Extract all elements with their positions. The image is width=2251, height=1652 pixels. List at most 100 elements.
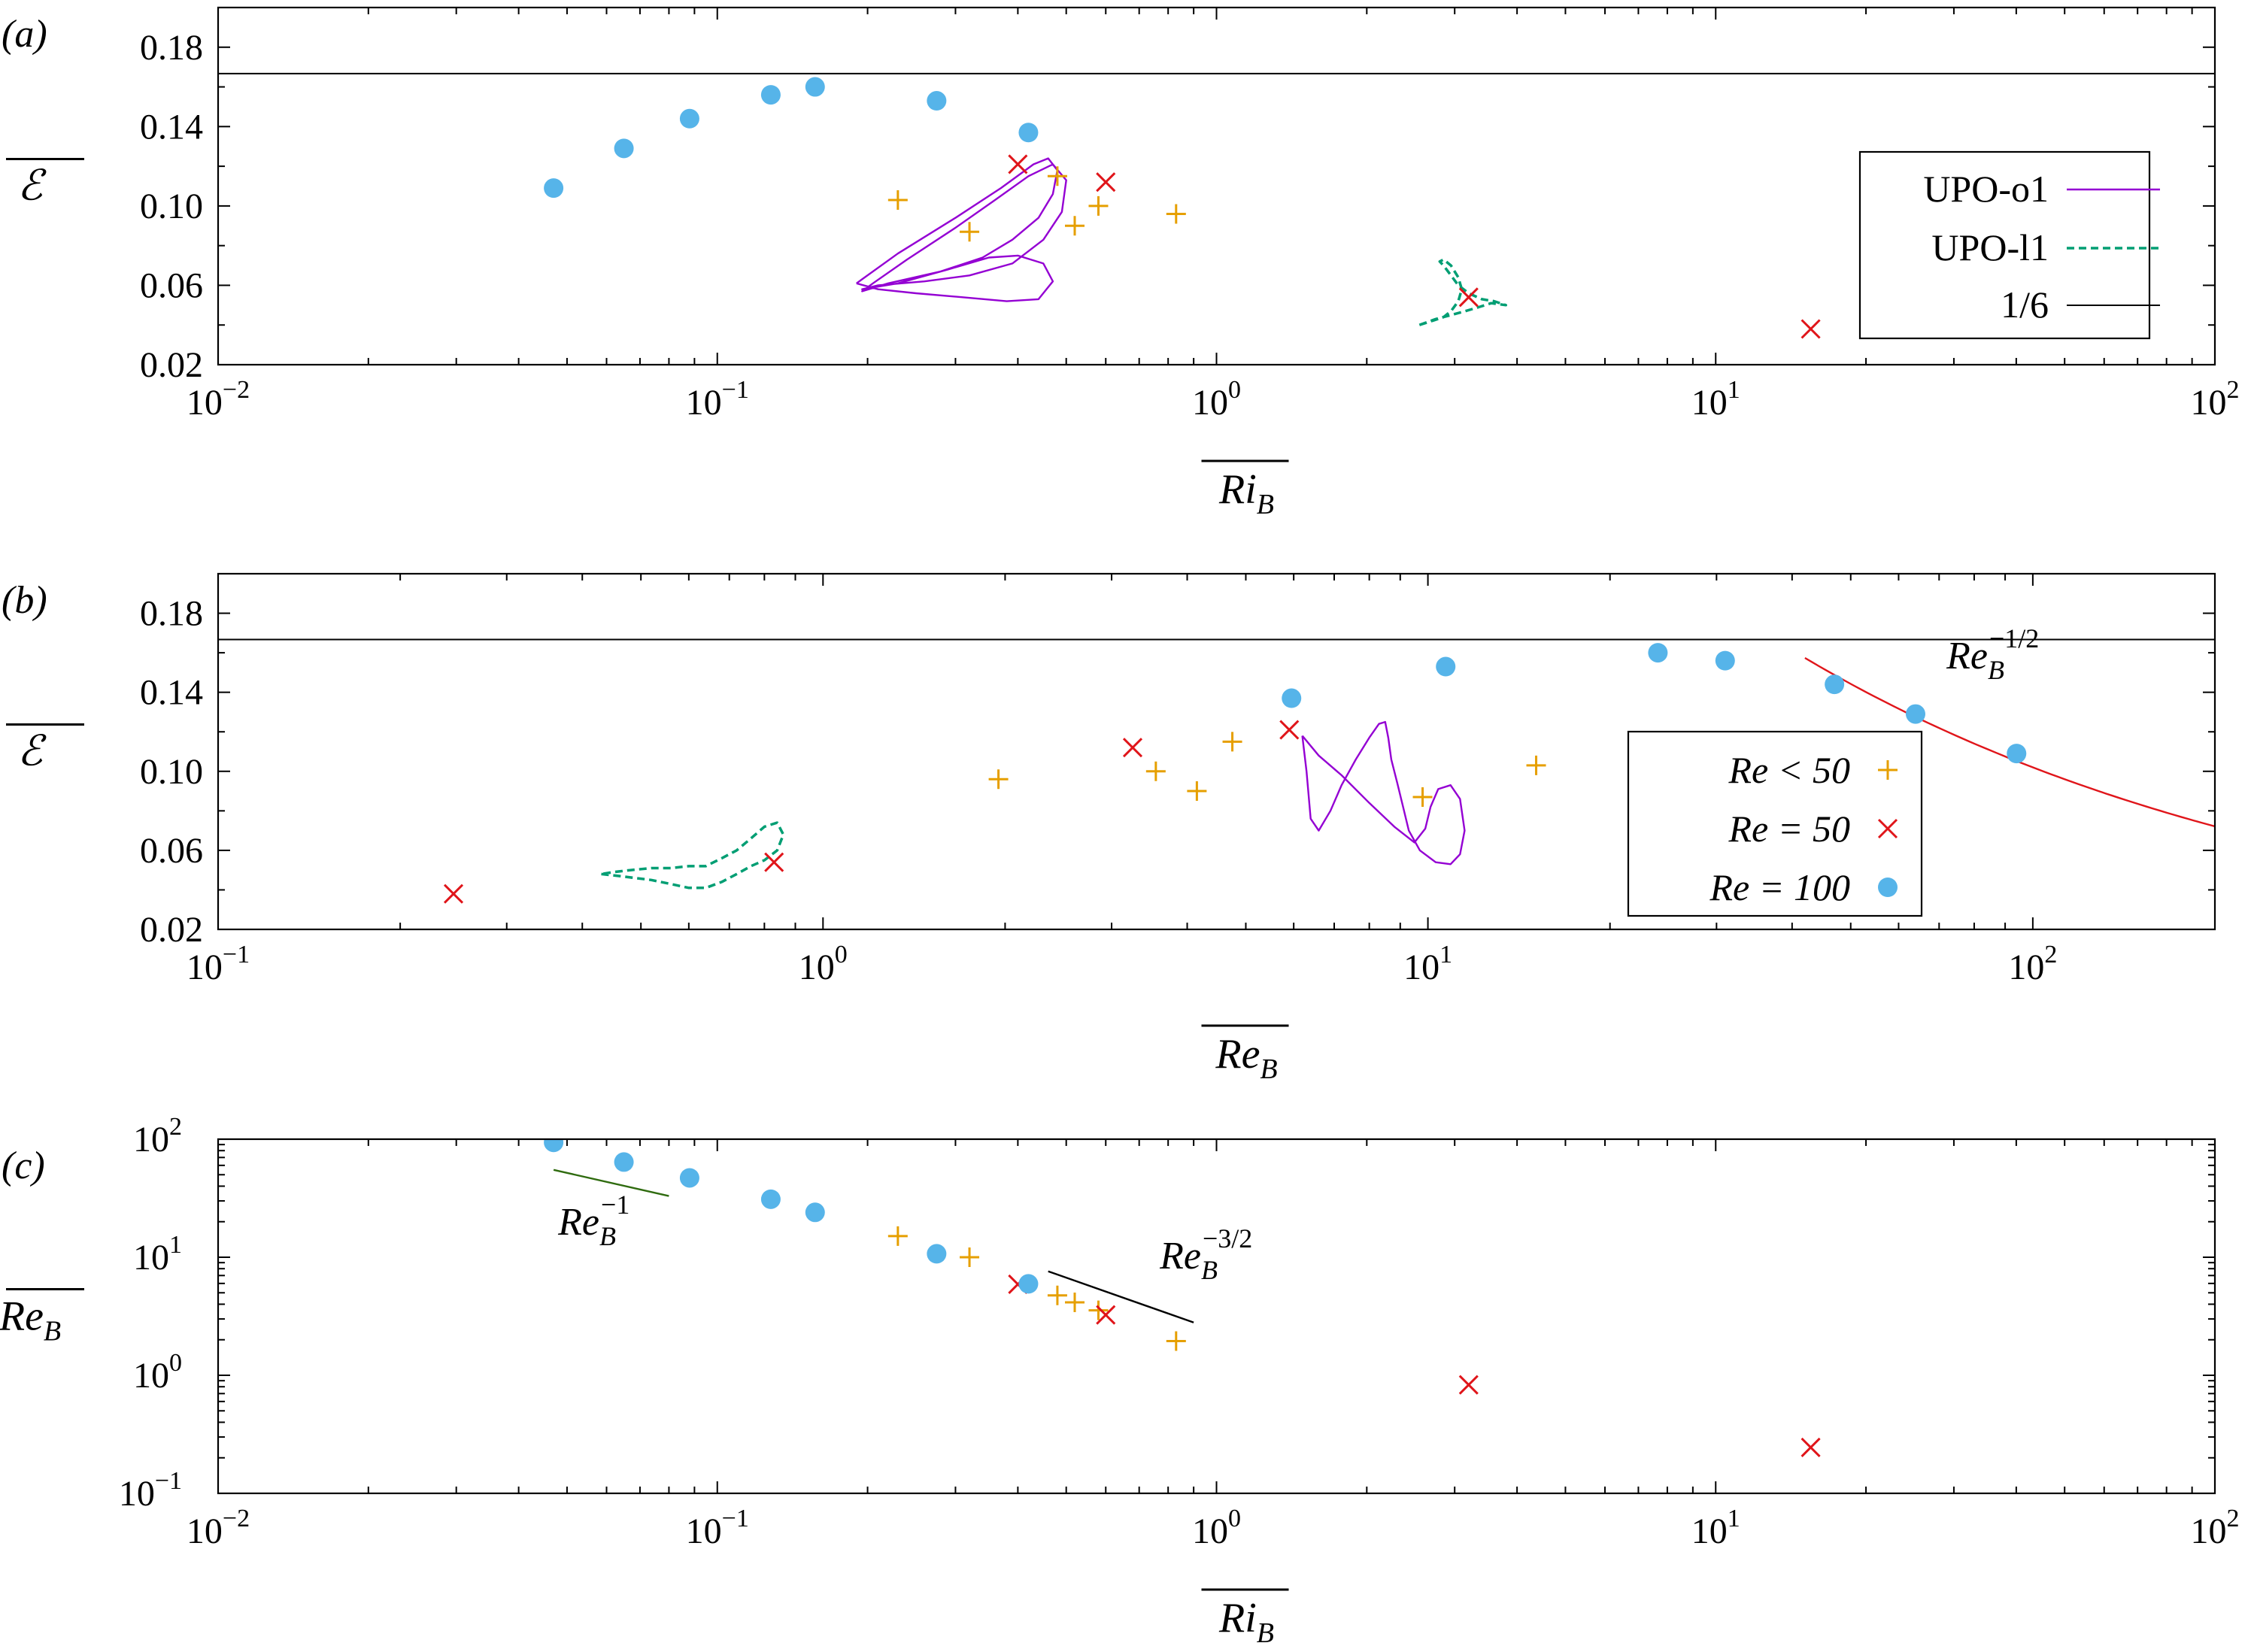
y-tick-label: 0.18 — [140, 594, 203, 634]
point-plus — [1166, 204, 1186, 224]
x-tick-label-exp: 0 — [1228, 1505, 1241, 1532]
point-dot — [805, 1202, 825, 1223]
legend-label: UPO-l1 — [1931, 226, 2049, 268]
point-cross — [1800, 319, 1821, 339]
point-dot — [1436, 656, 1456, 677]
point-plus — [1047, 1285, 1067, 1305]
y-tick-label: 0.18 — [140, 28, 203, 68]
x-axis-title: ReB — [1215, 1031, 1277, 1085]
x-tick-label: 101 — [1691, 376, 1740, 423]
x-axis-title-sub: B — [1257, 1617, 1274, 1649]
point-dot — [760, 1189, 781, 1209]
x-tick-label: 102 — [2191, 376, 2240, 423]
annotation-label-sub: B — [599, 1221, 616, 1251]
x-axis-title-main: Re — [1215, 1031, 1260, 1078]
panel-1: (a)10−2 10−1 100 101 1020.020.060.100.140.18… — [2, 6, 2240, 520]
x-tick-label-exp: 1 — [1728, 1505, 1740, 1532]
point-dot — [1018, 1274, 1039, 1294]
annotation-label-sup: −1/2 — [1989, 623, 2039, 653]
y-tick-label: 0.14 — [140, 673, 203, 713]
panel-3: (c)10−2 10−1 100 101 10210−1100101102RiBReBR… — [0, 1113, 2240, 1649]
axis-frame — [217, 6, 2216, 366]
x-tick-label-base: 10 — [2008, 947, 2044, 987]
y-tick-label: 0.10 — [140, 186, 203, 226]
point-dot — [1905, 704, 1925, 724]
y-tick-label-exp: −1 — [155, 1467, 182, 1495]
x-tick-label: 100 — [1192, 376, 1241, 423]
x-tick-label: 102 — [2191, 1505, 2240, 1551]
legend-marker-plus — [1878, 760, 1898, 780]
x-tick-label-base: 10 — [1691, 1511, 1728, 1551]
y-axis-title-sub: B — [44, 1316, 61, 1347]
y-tick-label-base: 10 — [119, 1474, 155, 1514]
x-tick-label-base: 10 — [2191, 1511, 2227, 1551]
x-tick-label-exp: −2 — [223, 1505, 250, 1532]
point-plus — [1187, 781, 1207, 802]
point-dot — [679, 1168, 699, 1188]
axis-frame — [217, 572, 2216, 931]
annotation-label: ReB−1/2 — [1946, 623, 2039, 685]
panel-label: (b) — [2, 579, 47, 622]
curve-upo-l1 — [601, 821, 785, 890]
point-cross — [1122, 738, 1143, 758]
point-cross — [1458, 287, 1479, 308]
point-cross — [1458, 1375, 1479, 1395]
x-tick-label-base: 10 — [1403, 947, 1439, 987]
panel-label: (a) — [2, 13, 47, 56]
x-tick-label-base: 10 — [2191, 383, 2227, 423]
x-tick-label-base: 10 — [686, 1511, 722, 1551]
legend-label: Re < 50 — [1728, 749, 1850, 791]
annotation-label: ReB−1 — [557, 1190, 629, 1251]
point-dot — [614, 1152, 634, 1172]
panel-label: (c) — [2, 1144, 45, 1187]
x-axis-title: RiB — [1218, 1595, 1274, 1649]
point-plus — [1088, 1300, 1109, 1320]
point-plus — [1065, 1292, 1085, 1312]
y-tick-label-exp: 0 — [169, 1349, 182, 1377]
y-axis-title: ReB — [0, 1293, 61, 1347]
x-tick-label-exp: 2 — [2227, 376, 2240, 404]
annotation-label-sub: B — [1201, 1255, 1218, 1285]
point-plus — [960, 222, 980, 242]
point-plus — [988, 769, 1009, 790]
point-dot — [1018, 123, 1039, 143]
point-dot — [927, 91, 947, 111]
legend: UPO-o1 UPO-l1 1/6 — [1858, 150, 2160, 340]
y-axis-title-main: ℰ — [17, 163, 47, 210]
x-tick-label-base: 10 — [187, 383, 223, 423]
legend-box — [1627, 730, 1923, 917]
x-tick-label-base: 10 — [799, 947, 835, 987]
x-tick-label: 10−1 — [187, 941, 250, 987]
y-tick-label: 100 — [133, 1349, 182, 1396]
annotation-label: ReB−3/2 — [1159, 1223, 1252, 1285]
point-dot — [927, 1244, 947, 1264]
point-dot — [544, 1139, 564, 1153]
y-axis-title-main: Re — [0, 1293, 44, 1340]
x-tick-label-exp: −1 — [722, 1505, 749, 1532]
annotation-label-sup: −1 — [601, 1190, 629, 1220]
x-axis-title-sub: B — [1257, 489, 1274, 520]
legend: Re < 50 Re = 50 Re = 100 — [1627, 730, 1923, 917]
curve-upo-o1 — [1301, 720, 1466, 865]
x-tick-label-exp: −1 — [722, 376, 749, 404]
x-tick-label: 101 — [1691, 1505, 1740, 1551]
point-plus — [1166, 1331, 1186, 1351]
y-tick-label: 0.02 — [140, 345, 203, 385]
x-tick-label-exp: 1 — [1728, 376, 1740, 404]
annotation-label-base: Re — [557, 1201, 599, 1244]
legend-label: UPO-o1 — [1923, 168, 2049, 210]
point-plus — [960, 1247, 980, 1267]
y-tick-label-exp: 2 — [169, 1113, 182, 1141]
x-tick-label-exp: 2 — [2227, 1505, 2240, 1532]
x-tick-label: 100 — [1192, 1505, 1241, 1551]
x-tick-label-exp: 1 — [1439, 941, 1452, 968]
y-tick-label: 10−1 — [119, 1467, 182, 1514]
point-dot — [679, 108, 699, 129]
point-dot — [760, 85, 781, 105]
point-dot — [544, 178, 564, 199]
point-plus — [1088, 196, 1109, 216]
axis-frame — [217, 1138, 2216, 1495]
legend-box — [1858, 150, 2151, 340]
point-cross — [1279, 720, 1300, 740]
x-tick-label: 10−2 — [187, 1505, 250, 1551]
